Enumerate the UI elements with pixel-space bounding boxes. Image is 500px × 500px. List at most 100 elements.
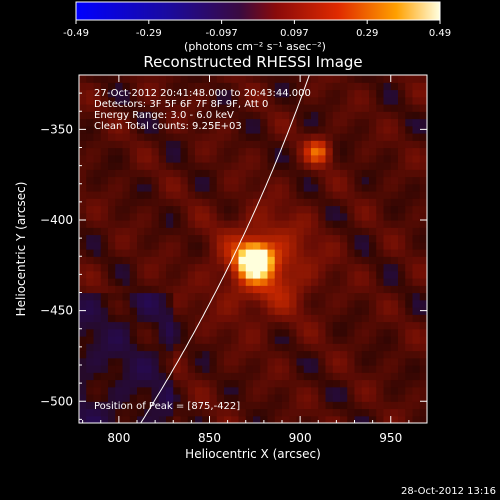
heatmap-pixel xyxy=(296,263,305,272)
heatmap-pixel xyxy=(260,140,269,149)
heatmap-pixel xyxy=(405,140,414,149)
heatmap-pixel xyxy=(289,125,298,134)
heatmap-pixel xyxy=(412,285,421,294)
heatmap-pixel xyxy=(340,285,348,294)
heatmap-pixel xyxy=(166,263,174,272)
heatmap-pixel xyxy=(361,75,370,83)
heatmap-pixel xyxy=(318,285,327,294)
heatmap-pixel xyxy=(289,118,298,127)
heatmap-pixel xyxy=(332,89,341,98)
heatmap-pixel xyxy=(289,111,298,120)
heatmap-pixel xyxy=(100,176,109,185)
heatmap-pixel xyxy=(93,270,102,279)
heatmap-pixel xyxy=(412,125,421,134)
heatmap-pixel xyxy=(122,263,131,272)
heatmap-pixel xyxy=(347,154,356,163)
heatmap-pixel xyxy=(245,328,254,337)
heatmap-pixel xyxy=(253,82,261,91)
heatmap-pixel xyxy=(93,249,102,257)
heatmap-pixel xyxy=(282,147,290,156)
heatmap-pixel xyxy=(340,118,348,127)
heatmap-pixel xyxy=(318,82,327,91)
heatmap-pixel xyxy=(122,292,131,301)
heatmap-pixel xyxy=(405,263,414,272)
heatmap-pixel xyxy=(137,104,145,112)
heatmap-pixel xyxy=(224,191,232,199)
heatmap-pixel xyxy=(166,256,174,265)
heatmap-pixel xyxy=(332,183,341,192)
heatmap-pixel xyxy=(158,140,167,149)
heatmap-pixel xyxy=(390,234,399,243)
heatmap-pixel xyxy=(369,176,377,185)
heatmap-pixel xyxy=(354,198,363,207)
heatmap-pixel xyxy=(260,278,269,286)
heatmap-pixel xyxy=(122,372,131,381)
heatmap-pixel xyxy=(115,154,124,163)
heatmap-pixel xyxy=(296,169,305,178)
heatmap-pixel xyxy=(158,350,167,359)
heatmap-pixel xyxy=(274,183,283,192)
heatmap-pixel xyxy=(274,270,283,279)
heatmap-pixel xyxy=(231,169,240,178)
heatmap-pixel xyxy=(282,415,290,423)
heatmap-pixel xyxy=(347,379,356,388)
heatmap-pixel xyxy=(274,394,283,402)
heatmap-pixel xyxy=(260,401,269,410)
heatmap-pixel xyxy=(238,118,247,127)
heatmap-pixel xyxy=(260,234,269,243)
heatmap-pixel xyxy=(325,278,334,286)
heatmap-pixel xyxy=(267,176,276,185)
heatmap-pixel xyxy=(245,169,254,178)
heatmap-pixel xyxy=(187,96,196,105)
heatmap-pixel xyxy=(187,350,196,359)
heatmap-pixel xyxy=(340,133,348,141)
heatmap-pixel xyxy=(289,96,298,105)
heatmap-pixel xyxy=(224,292,232,301)
heatmap-pixel xyxy=(332,343,341,352)
heatmap-pixel xyxy=(325,191,334,199)
heatmap-pixel xyxy=(180,82,189,91)
heatmap-pixel xyxy=(173,147,182,156)
heatmap-pixel xyxy=(419,169,427,178)
heatmap-pixel xyxy=(231,147,240,156)
heatmap-pixel xyxy=(238,198,247,207)
heatmap-pixel xyxy=(325,176,334,185)
heatmap-pixel xyxy=(311,133,319,141)
heatmap-pixel xyxy=(383,372,392,381)
heatmap-pixel xyxy=(296,350,305,359)
heatmap-pixel xyxy=(158,154,167,163)
heatmap-pixel xyxy=(137,350,145,359)
heatmap-pixel xyxy=(325,408,334,417)
heatmap-pixel xyxy=(412,379,421,388)
heatmap-pixel xyxy=(238,415,247,423)
heatmap-pixel xyxy=(296,357,305,366)
heatmap-pixel xyxy=(122,227,131,236)
heatmap-pixel xyxy=(122,336,131,344)
heatmap-pixel xyxy=(369,328,377,337)
heatmap-pixel xyxy=(398,220,406,228)
heatmap-pixel xyxy=(115,336,124,344)
heatmap-pixel xyxy=(303,241,312,250)
heatmap-pixel xyxy=(129,89,138,98)
heatmap-pixel xyxy=(332,191,341,199)
info-line: Clean Total counts: 9.25E+03 xyxy=(94,121,242,132)
heatmap-pixel xyxy=(245,386,254,395)
heatmap-pixel xyxy=(202,314,211,323)
heatmap-pixel xyxy=(158,336,167,344)
heatmap-pixel xyxy=(347,278,356,286)
heatmap-pixel xyxy=(180,336,189,344)
heatmap-pixel xyxy=(289,343,298,352)
heatmap-pixel xyxy=(282,111,290,120)
heatmap-pixel xyxy=(311,408,319,417)
heatmap-pixel xyxy=(108,104,116,112)
heatmap-pixel xyxy=(376,227,385,236)
heatmap-pixel xyxy=(325,96,334,105)
heatmap-pixel xyxy=(238,386,247,395)
heatmap-pixel xyxy=(224,205,232,214)
heatmap-pixel xyxy=(173,386,182,395)
heatmap-pixel xyxy=(340,75,348,83)
heatmap-pixel xyxy=(195,314,203,323)
heatmap-pixel xyxy=(224,154,232,163)
heatmap-pixel xyxy=(216,415,225,423)
heatmap-pixel xyxy=(93,386,102,395)
